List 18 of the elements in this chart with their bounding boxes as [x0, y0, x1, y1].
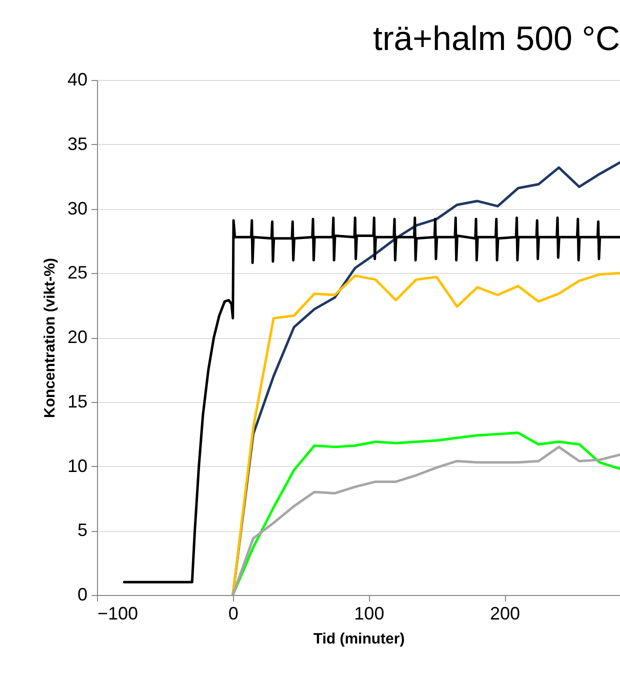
- x-tick-label: 200: [490, 604, 520, 624]
- y-tick-label: 35: [67, 134, 88, 154]
- x-tick-label: 100: [354, 604, 384, 624]
- line-series: [232, 272, 620, 595]
- y-tick-label: 0: [77, 584, 88, 604]
- y-tick-label: 10: [67, 456, 88, 476]
- y-tick-label: 20: [67, 327, 88, 347]
- y-tick-label: 30: [67, 198, 88, 218]
- x-axis-title: Tid (minuter): [313, 630, 405, 648]
- y-tick-label: 15: [67, 391, 88, 412]
- chart-title: trä+halm 500 °C: [373, 20, 620, 58]
- x-tick-label: 0: [228, 604, 238, 624]
- y-tick-label: 5: [77, 520, 88, 540]
- y-tick-label: 40: [67, 70, 88, 90]
- y-axis-title: Koncentration (vikt-%): [41, 258, 58, 418]
- line-series: [122, 216, 620, 584]
- y-tick-label: 25: [67, 262, 88, 283]
- x-tick-label: −100: [98, 604, 138, 624]
